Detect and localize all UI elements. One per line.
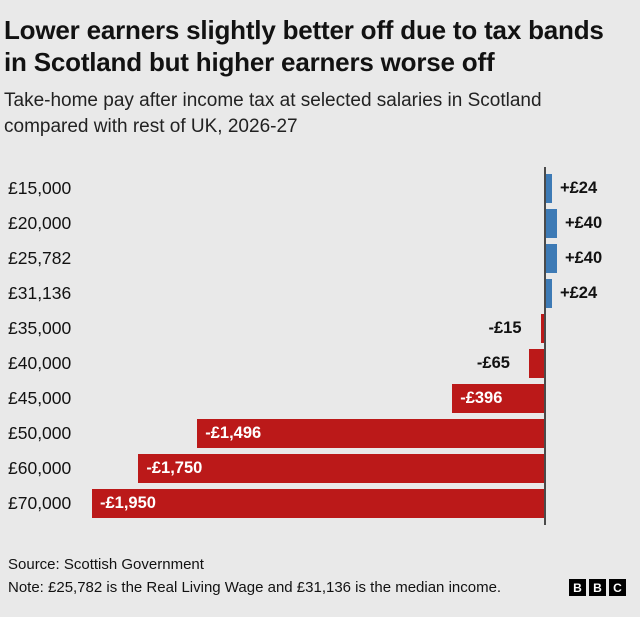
- bar-positive: [544, 208, 557, 238]
- bar-negative: [540, 313, 544, 343]
- bar-negative: [452, 383, 544, 413]
- bar-positive: [544, 243, 557, 273]
- category-label: £15,000: [8, 177, 72, 198]
- bar-negative: [197, 418, 544, 448]
- chart-row: £50,000 -£1,496: [4, 416, 632, 451]
- value-label: +£24: [560, 178, 598, 197]
- bbc-logo-block: C: [609, 579, 626, 596]
- chart-row: £40,000 -£65: [4, 346, 632, 381]
- category-label: £35,000: [8, 317, 72, 338]
- chart-row: £70,000 -£1,950: [4, 486, 632, 521]
- chart-rows: £15,000 +£24 £20,000 +£40 £25,782 +£40 £31,136…: [4, 171, 632, 521]
- category-label: £40,000: [8, 352, 72, 373]
- chart-row: £31,136 +£24: [4, 276, 632, 311]
- chart-row: £25,782 +£40: [4, 241, 632, 276]
- chart-row: £20,000 +£40: [4, 206, 632, 241]
- value-label: -£1,750: [146, 458, 203, 477]
- source-text: Source: Scottish Government: [8, 555, 204, 573]
- page: Lower earners slightly better off due to…: [4, 15, 632, 600]
- bar-positive: [544, 173, 552, 203]
- category-label: £25,782: [8, 247, 72, 268]
- category-label: £45,000: [8, 387, 72, 408]
- value-label: +£40: [565, 248, 603, 267]
- category-label: £70,000: [8, 492, 72, 513]
- value-label: +£40: [565, 213, 603, 232]
- value-label: +£24: [560, 283, 598, 302]
- footer: Source: Scottish Government Note: £25,78…: [4, 553, 632, 600]
- value-label: -£1,950: [100, 493, 156, 512]
- category-label: £60,000: [8, 457, 72, 478]
- zero-axis-line: [544, 166, 546, 525]
- bar-negative: [92, 488, 544, 518]
- bbc-logo-block: B: [569, 579, 586, 596]
- chart-row: £60,000 -£1,750: [4, 451, 632, 486]
- source-note: Source: Scottish Government Note: £25,78…: [8, 553, 501, 600]
- value-label: -£65: [476, 353, 510, 372]
- category-label: £20,000: [8, 212, 72, 233]
- chart-row: £45,000 -£396: [4, 381, 632, 416]
- bar-positive: [544, 278, 552, 308]
- bbc-logo-block: B: [589, 579, 606, 596]
- category-label: £50,000: [8, 422, 72, 443]
- bar-chart: £15,000 +£24 £20,000 +£40 £25,782 +£40 £31,136…: [4, 166, 632, 525]
- value-label: -£396: [460, 388, 503, 407]
- chart-subtitle: Take-home pay after income tax at select…: [4, 90, 542, 138]
- note-text: Note: £25,782 is the Real Living Wage an…: [8, 578, 502, 596]
- bar-negative: [138, 453, 544, 483]
- chart-row: £15,000 +£24: [4, 171, 632, 206]
- bar-negative: [528, 348, 544, 378]
- chart-title: Lower earners slightly better off due to…: [4, 15, 604, 78]
- category-label: £31,136: [8, 282, 72, 303]
- value-label: -£15: [488, 318, 522, 337]
- chart-row: £35,000 -£15: [4, 311, 632, 346]
- value-label: -£1,496: [205, 423, 262, 442]
